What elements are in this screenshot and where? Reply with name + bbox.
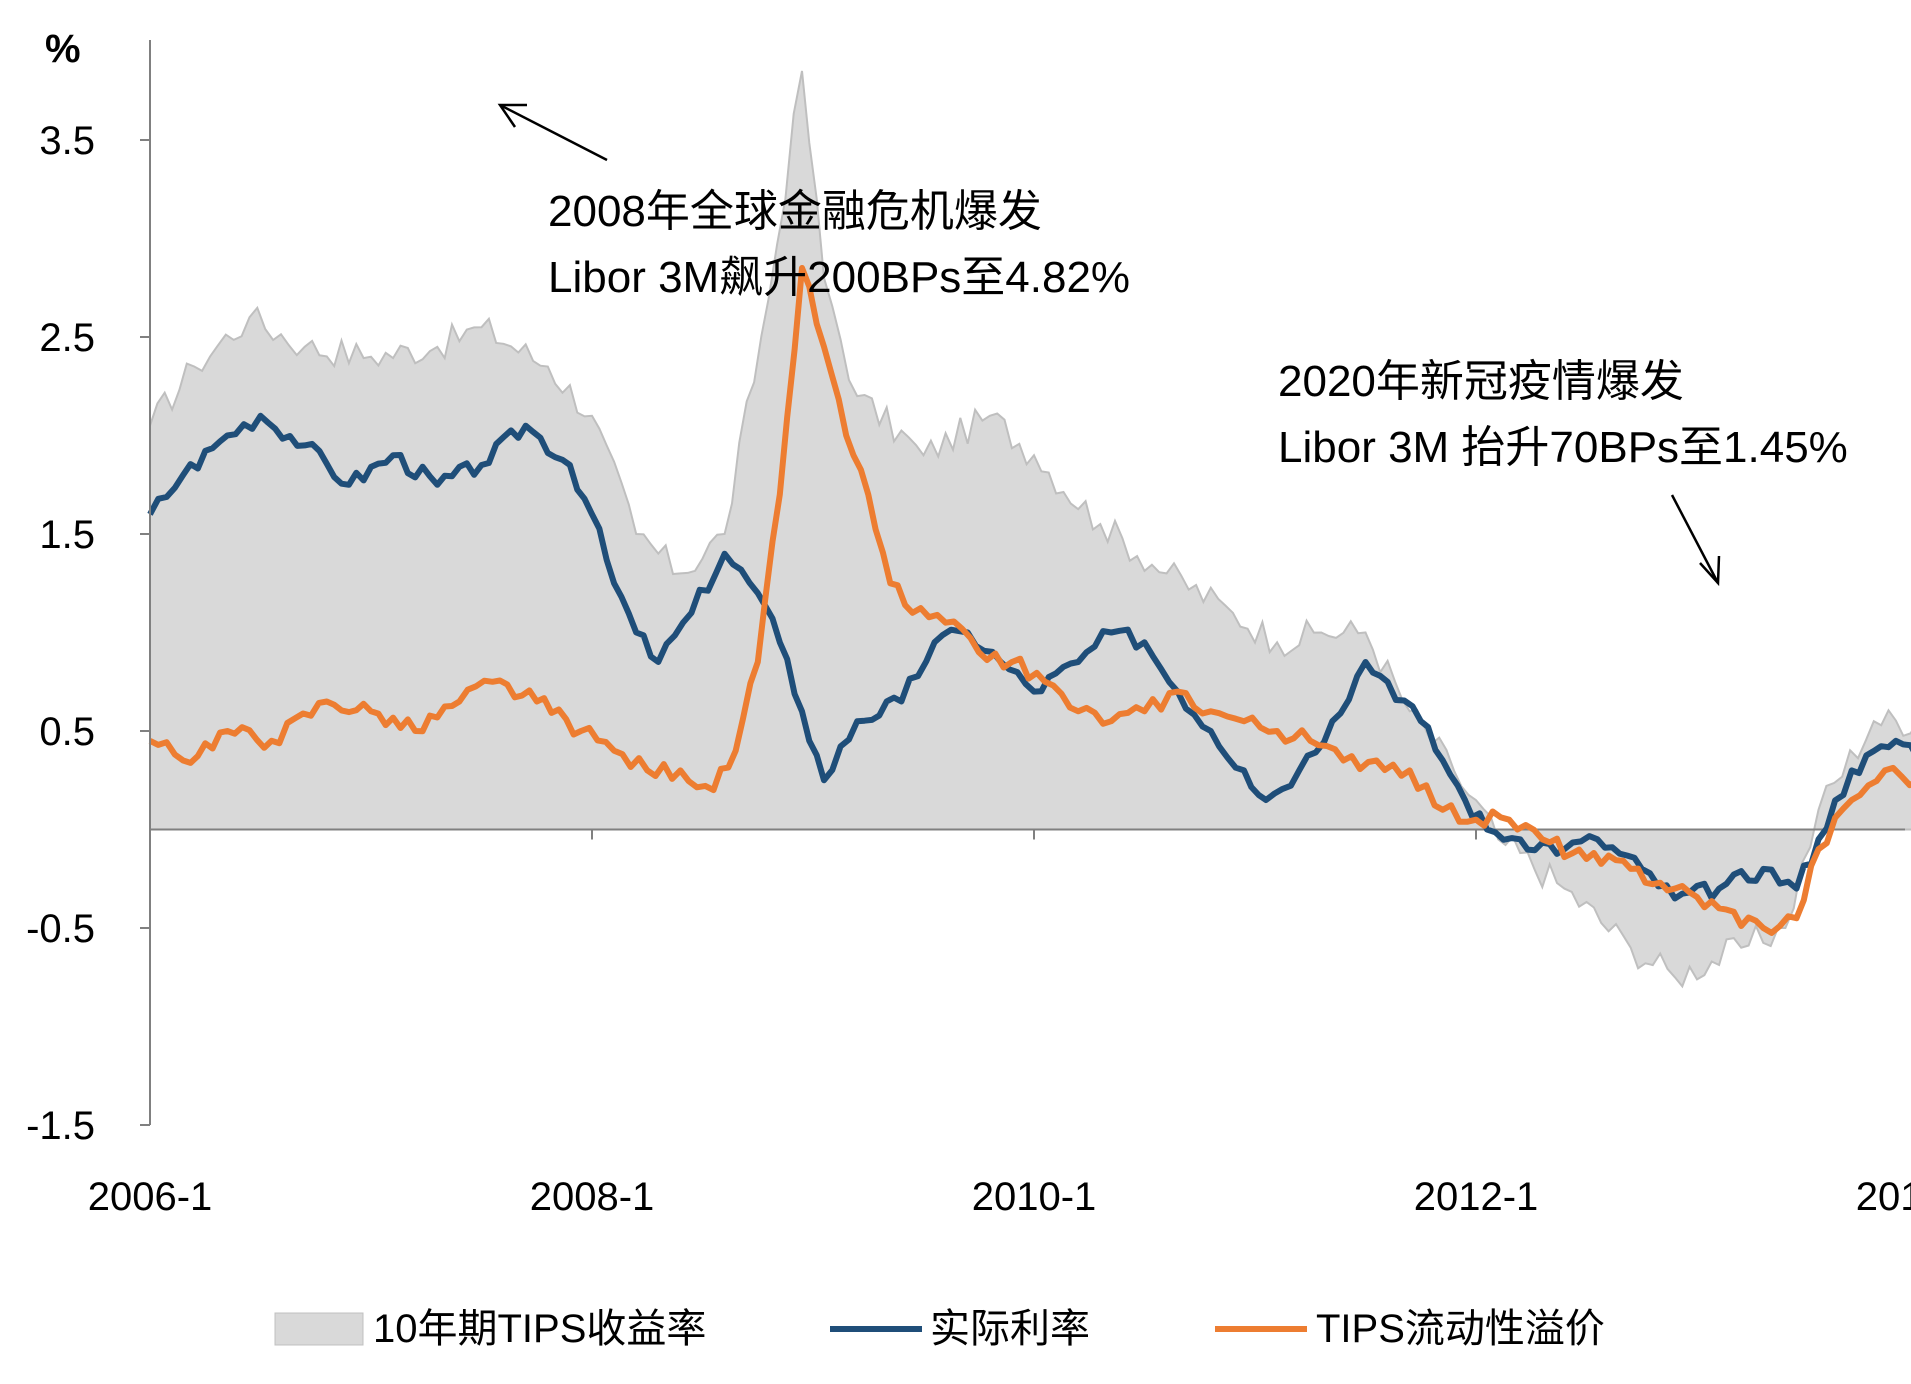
annotation-2008-arrow — [499, 103, 608, 162]
annotation-2020-covid: 2020年新冠疫情爆发 Libor 3M 抬升70BPs至1.45% — [1278, 357, 1848, 587]
y-tick-label: 3.5 — [39, 119, 95, 163]
annotation-2020-line1: 2020年新冠疫情爆发 — [1278, 357, 1684, 406]
series-lines-layer — [147, 265, 1911, 936]
y-tick-label: 0.5 — [39, 710, 95, 754]
y-axis-unit: % — [45, 27, 81, 71]
annotation-2020-line2: Libor 3M 抬升70BPs至1.45% — [1278, 423, 1848, 472]
x-tick-label: 2014-1 — [1856, 1175, 1911, 1219]
annotation-2008-crisis: 2008年全球金融危机爆发 Libor 3M飙升200BPs至4.82% — [497, 103, 1130, 302]
annotation-2020-arrowhead — [1699, 555, 1721, 587]
annotation-2008-arrowhead — [497, 103, 527, 128]
y-axis-ticks: 3.5 2.5 1.5 0.5 -0.5 -1.5 — [26, 119, 150, 1148]
tips-yield-area-layer — [149, 70, 1911, 989]
x-tick-label: 2006-1 — [88, 1175, 213, 1219]
x-tick-label: 2008-1 — [530, 1175, 655, 1219]
legend-label-tips-yield: 10年期TIPS收益率 — [373, 1307, 706, 1351]
series-line-real-rate — [147, 412, 1911, 902]
annotation-2020-arrow — [1670, 494, 1720, 584]
legend-swatch-tips-yield — [274, 1312, 364, 1346]
series-line-liquidity-premium — [148, 265, 1911, 936]
series-area-tips-yield — [149, 70, 1911, 989]
legend-label-real-rate: 实际利率 — [930, 1307, 1090, 1351]
y-tick-label: -0.5 — [26, 907, 95, 951]
legend: 10年期TIPS收益率 实际利率 TIPS流动性溢价 — [274, 1307, 1605, 1351]
x-tick-label: 2012-1 — [1414, 1175, 1539, 1219]
annotation-2008-line1: 2008年全球金融危机爆发 — [548, 187, 1042, 236]
y-tick-label: -1.5 — [26, 1104, 95, 1148]
y-tick-label: 1.5 — [39, 513, 95, 557]
y-tick-label: 2.5 — [39, 316, 95, 360]
x-tick-label: 2010-1 — [972, 1175, 1097, 1219]
legend-label-liquidity-premium: TIPS流动性溢价 — [1316, 1307, 1605, 1351]
x-axis-ticks: 2006-12008-12010-12012-12014-12016-12018… — [88, 829, 1911, 1219]
annotation-2008-line2: Libor 3M飙升200BPs至4.82% — [548, 253, 1130, 302]
